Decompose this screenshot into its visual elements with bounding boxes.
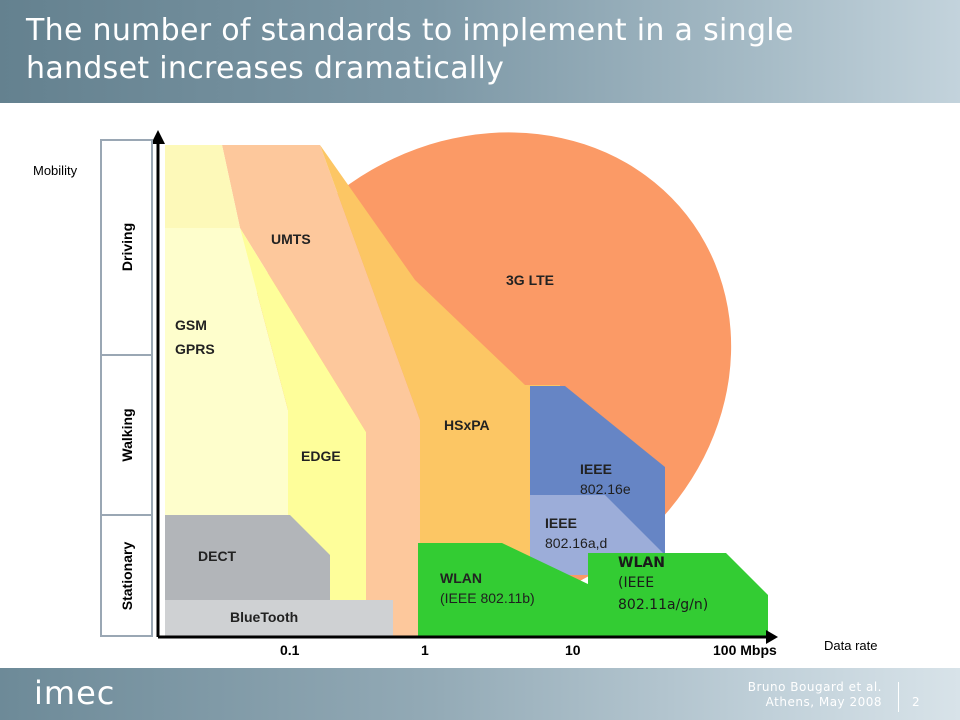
slide-title: The number of standards to implement in … (26, 12, 926, 88)
edge-label: EDGE (301, 448, 341, 464)
x-tick-100-mbps: 100 Mbps (713, 642, 777, 658)
mobility-vs-data-rate-diagram: Driving Walking Stationary Mobility Data… (33, 130, 877, 658)
wlan-80211agn-label-3: 802.11a/g/n) (618, 597, 708, 613)
x-tick-10: 10 (565, 642, 581, 658)
x-tick-1: 1 (421, 642, 429, 658)
dect-region (165, 515, 330, 600)
mobility-level-driving: Driving (119, 223, 135, 271)
ieee-802-16e-label-2: 802.16e (580, 481, 631, 497)
title-bar (0, 0, 960, 103)
footer-credit: Bruno Bougard et al. Athens, May 2008 (748, 680, 882, 710)
x-axis-label: Data rate (824, 638, 877, 653)
y-axis-label: Mobility (33, 163, 78, 178)
hsxpa-label: HSxPA (444, 417, 490, 433)
gsm-driving-band (165, 145, 240, 228)
y-axis-arrow (151, 130, 165, 144)
footer-bar (0, 668, 960, 720)
x-axis-arrow (766, 630, 778, 644)
ieee-802-16ad-label-1: IEEE (545, 515, 577, 531)
wlan-80211b-region (418, 543, 590, 636)
ieee-802-16ad-label-2: 802.16a,d (545, 535, 607, 551)
slide-title-line-2: handset increases dramatically (26, 51, 505, 86)
bluetooth-region (165, 600, 393, 636)
footer-venue: Athens, May 2008 (765, 695, 882, 709)
gprs-label: GPRS (175, 341, 215, 357)
mobility-level-walking: Walking (119, 408, 135, 461)
slide-title-line-1: The number of standards to implement in … (26, 13, 794, 48)
gsm-gprs-region (165, 145, 288, 636)
wlan-80211agn-region (588, 553, 768, 636)
x-tick-0-1: 0.1 (280, 642, 300, 658)
dect-label: DECT (198, 548, 237, 564)
umts-region (222, 145, 420, 636)
wlan-80211b-label-1: WLAN (440, 570, 482, 586)
mobility-level-stationary: Stationary (119, 542, 135, 611)
wlan-80211b-label-2: (IEEE 802.11b) (440, 590, 535, 606)
gsm-label: GSM (175, 317, 207, 333)
imec-logo: imec (34, 674, 116, 712)
umts-label: UMTS (271, 231, 311, 247)
edge-region (240, 228, 366, 636)
page-number: 2 (912, 695, 920, 709)
wlan-80211agn-label-2: (IEEE (618, 575, 654, 591)
wlan-80211agn-label-1: WLAN (618, 555, 665, 571)
hsxpa-region (320, 145, 560, 636)
bluetooth-label: BlueTooth (230, 609, 298, 625)
ieee-802-16e-label-1: IEEE (580, 461, 612, 477)
mobility-bracket (100, 139, 153, 637)
lte-label: 3G LTE (506, 272, 554, 288)
footer-author: Bruno Bougard et al. (747, 680, 882, 694)
footer-separator (898, 682, 899, 712)
